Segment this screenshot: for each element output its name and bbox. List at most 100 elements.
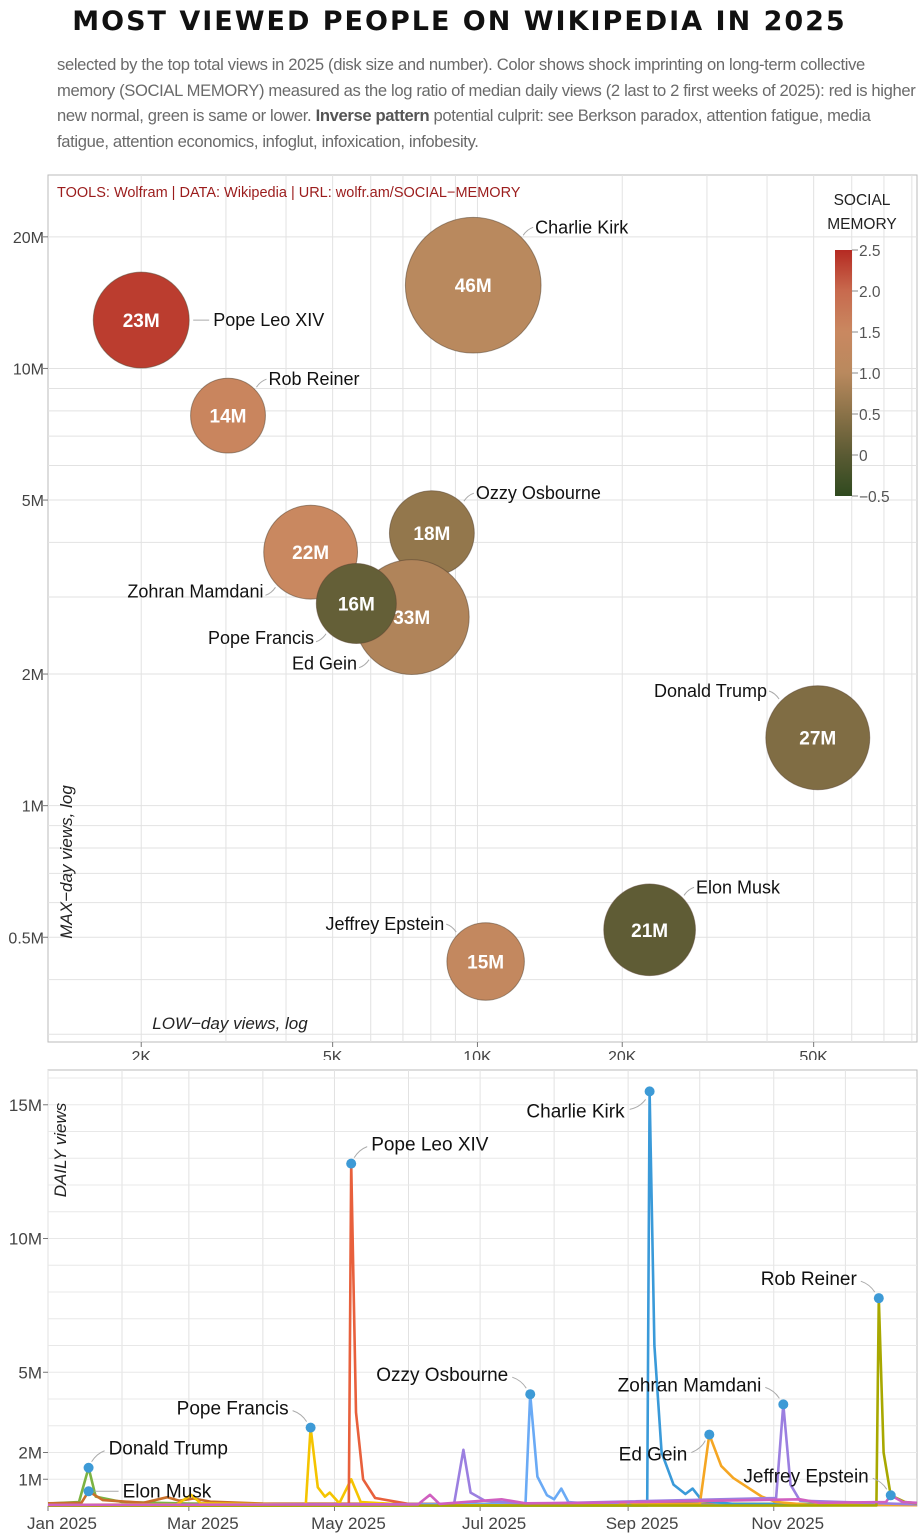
series-peak-label: Jeffrey Epstein xyxy=(743,1466,868,1487)
leader-line xyxy=(446,923,457,933)
bubble-disk xyxy=(404,216,542,354)
y-tick-label: 5M xyxy=(22,493,44,510)
bubble-value: 18M xyxy=(413,524,450,545)
peak-marker xyxy=(873,1293,884,1304)
bubble-disk xyxy=(190,377,266,454)
series-peak-label: Pope Francis xyxy=(177,1399,289,1420)
leader-line xyxy=(463,492,475,502)
colorbar-tick-label: 2.5 xyxy=(859,243,881,260)
chart-subtitle: selected by the top total views in 2025 … xyxy=(57,52,917,154)
leader-line xyxy=(358,659,370,669)
colorbar-tick-label: 2.0 xyxy=(859,284,881,301)
y-tick-label: 2M xyxy=(18,1444,42,1463)
x-tick-label: Sep 2025 xyxy=(606,1514,679,1533)
peak-marker xyxy=(704,1429,715,1440)
colorbar-title: MEMORY xyxy=(827,216,896,233)
bubble-value: 14M xyxy=(210,407,247,428)
x-tick-label: 50K xyxy=(799,1049,828,1060)
leader-line xyxy=(860,1280,876,1293)
x-tick-label: Jul 2025 xyxy=(462,1514,526,1533)
y-tick-label: 15M xyxy=(9,1096,42,1115)
bubble: 46M Charlie Kirk xyxy=(404,216,629,354)
leader-line xyxy=(91,1450,105,1463)
bubble: 15M Jeffrey Epstein xyxy=(326,914,525,1001)
leader-line xyxy=(353,1146,368,1158)
bubble-name-label: Jeffrey Epstein xyxy=(326,914,445,934)
subtitle-text-end: potential culprit: see Berkson paradox, … xyxy=(57,106,871,151)
leader-line xyxy=(512,1376,527,1389)
peak-marker xyxy=(305,1422,316,1433)
peak-marker xyxy=(346,1158,357,1169)
leader-line xyxy=(765,1386,780,1399)
x-tick-label: May 2025 xyxy=(311,1514,386,1533)
leader-line xyxy=(292,1410,308,1422)
bubble: 21M Elon Musk xyxy=(603,877,781,977)
bubble: 27M Donald Trump xyxy=(654,681,871,791)
leader-line xyxy=(691,1440,706,1454)
series-line xyxy=(47,1296,918,1507)
y-axis-label: MAX−day views, log xyxy=(57,785,76,939)
x-tick-label: 5K xyxy=(323,1049,343,1060)
credits-text: TOOLS: Wolfram | DATA: Wikipedia | URL: … xyxy=(57,185,521,201)
bubble-disk xyxy=(92,271,190,369)
x-tick-label: Jan 2025 xyxy=(27,1514,97,1533)
peak-marker xyxy=(83,1462,94,1473)
bubble-name-label: Donald Trump xyxy=(654,681,767,701)
bubble-name-label: Zohran Mamdani xyxy=(127,581,263,601)
bubble-name-label: Elon Musk xyxy=(696,877,781,897)
leader-line xyxy=(315,633,327,643)
colorbar-tick-label: −0.5 xyxy=(859,489,890,506)
y-tick-label: 2M xyxy=(22,667,44,684)
colorbar-tick-label: 0 xyxy=(859,448,868,465)
series-peak-label: Charlie Kirk xyxy=(526,1101,625,1122)
series-peak-label: Pope Leo XIV xyxy=(371,1135,489,1156)
peak-marker xyxy=(83,1486,94,1497)
series-peak-label: Ozzy Osbourne xyxy=(376,1365,508,1386)
colorbar-tick-label: 0.5 xyxy=(859,407,881,424)
leader-line xyxy=(256,378,267,388)
bubble-value: 27M xyxy=(799,729,836,750)
bubble-value: 23M xyxy=(123,311,160,332)
series-line xyxy=(47,1493,918,1507)
bubble-name-label: Ozzy Osbourne xyxy=(476,483,601,503)
bubble: 14M Rob Reiner xyxy=(190,369,360,454)
colorbar xyxy=(835,250,852,496)
leader-line xyxy=(683,886,695,896)
bubble-value: 15M xyxy=(467,953,504,974)
leader-line xyxy=(265,587,276,596)
series-line xyxy=(47,1403,918,1507)
y-tick-label: 5M xyxy=(18,1363,42,1382)
y-tick-label: 10M xyxy=(9,1230,42,1249)
x-tick-label: 20K xyxy=(608,1049,637,1060)
bubble-name-label: Pope Leo XIV xyxy=(213,310,324,330)
series-peak-label: Rob Reiner xyxy=(761,1269,858,1290)
x-tick-label: 2K xyxy=(131,1049,151,1060)
subtitle-bold: Inverse pattern xyxy=(315,106,430,126)
x-tick-label: Nov 2025 xyxy=(751,1514,824,1533)
bubble-name-label: Charlie Kirk xyxy=(535,217,629,237)
series-line xyxy=(47,1090,918,1507)
bubble-name-label: Pope Francis xyxy=(208,628,314,648)
peak-marker xyxy=(525,1389,536,1400)
x-axis-label: LOW−day views, log xyxy=(152,1014,308,1033)
series-peak-label: Donald Trump xyxy=(109,1439,228,1460)
leader-line xyxy=(522,226,534,236)
x-tick-label: 10K xyxy=(463,1049,492,1060)
y-tick-label: 1M xyxy=(18,1470,42,1489)
bubble-disk xyxy=(765,685,871,791)
series-line xyxy=(47,1426,918,1507)
series-line xyxy=(47,1466,918,1506)
y-axis-label: DAILY views xyxy=(51,1102,70,1197)
bubble: 18M Ozzy Osbourne xyxy=(388,483,601,577)
leader-line xyxy=(629,1099,647,1110)
bubble-value: 21M xyxy=(631,921,668,942)
series-peak-label: Zohran Mamdani xyxy=(618,1375,762,1396)
bubble-disk xyxy=(315,562,397,644)
colorbar-tick-label: 1.5 xyxy=(859,325,881,342)
series-line xyxy=(47,1162,918,1507)
leader-line xyxy=(768,690,780,700)
bubble-disk xyxy=(603,883,696,977)
bubble-chart: 2K 5K 10K 20K 50K 0.5M 1M 2M 5M 10M 20M TOOLS: Wolf… xyxy=(8,174,918,1060)
y-tick-label: 10M xyxy=(13,361,44,378)
x-tick-label: Mar 2025 xyxy=(167,1514,239,1533)
